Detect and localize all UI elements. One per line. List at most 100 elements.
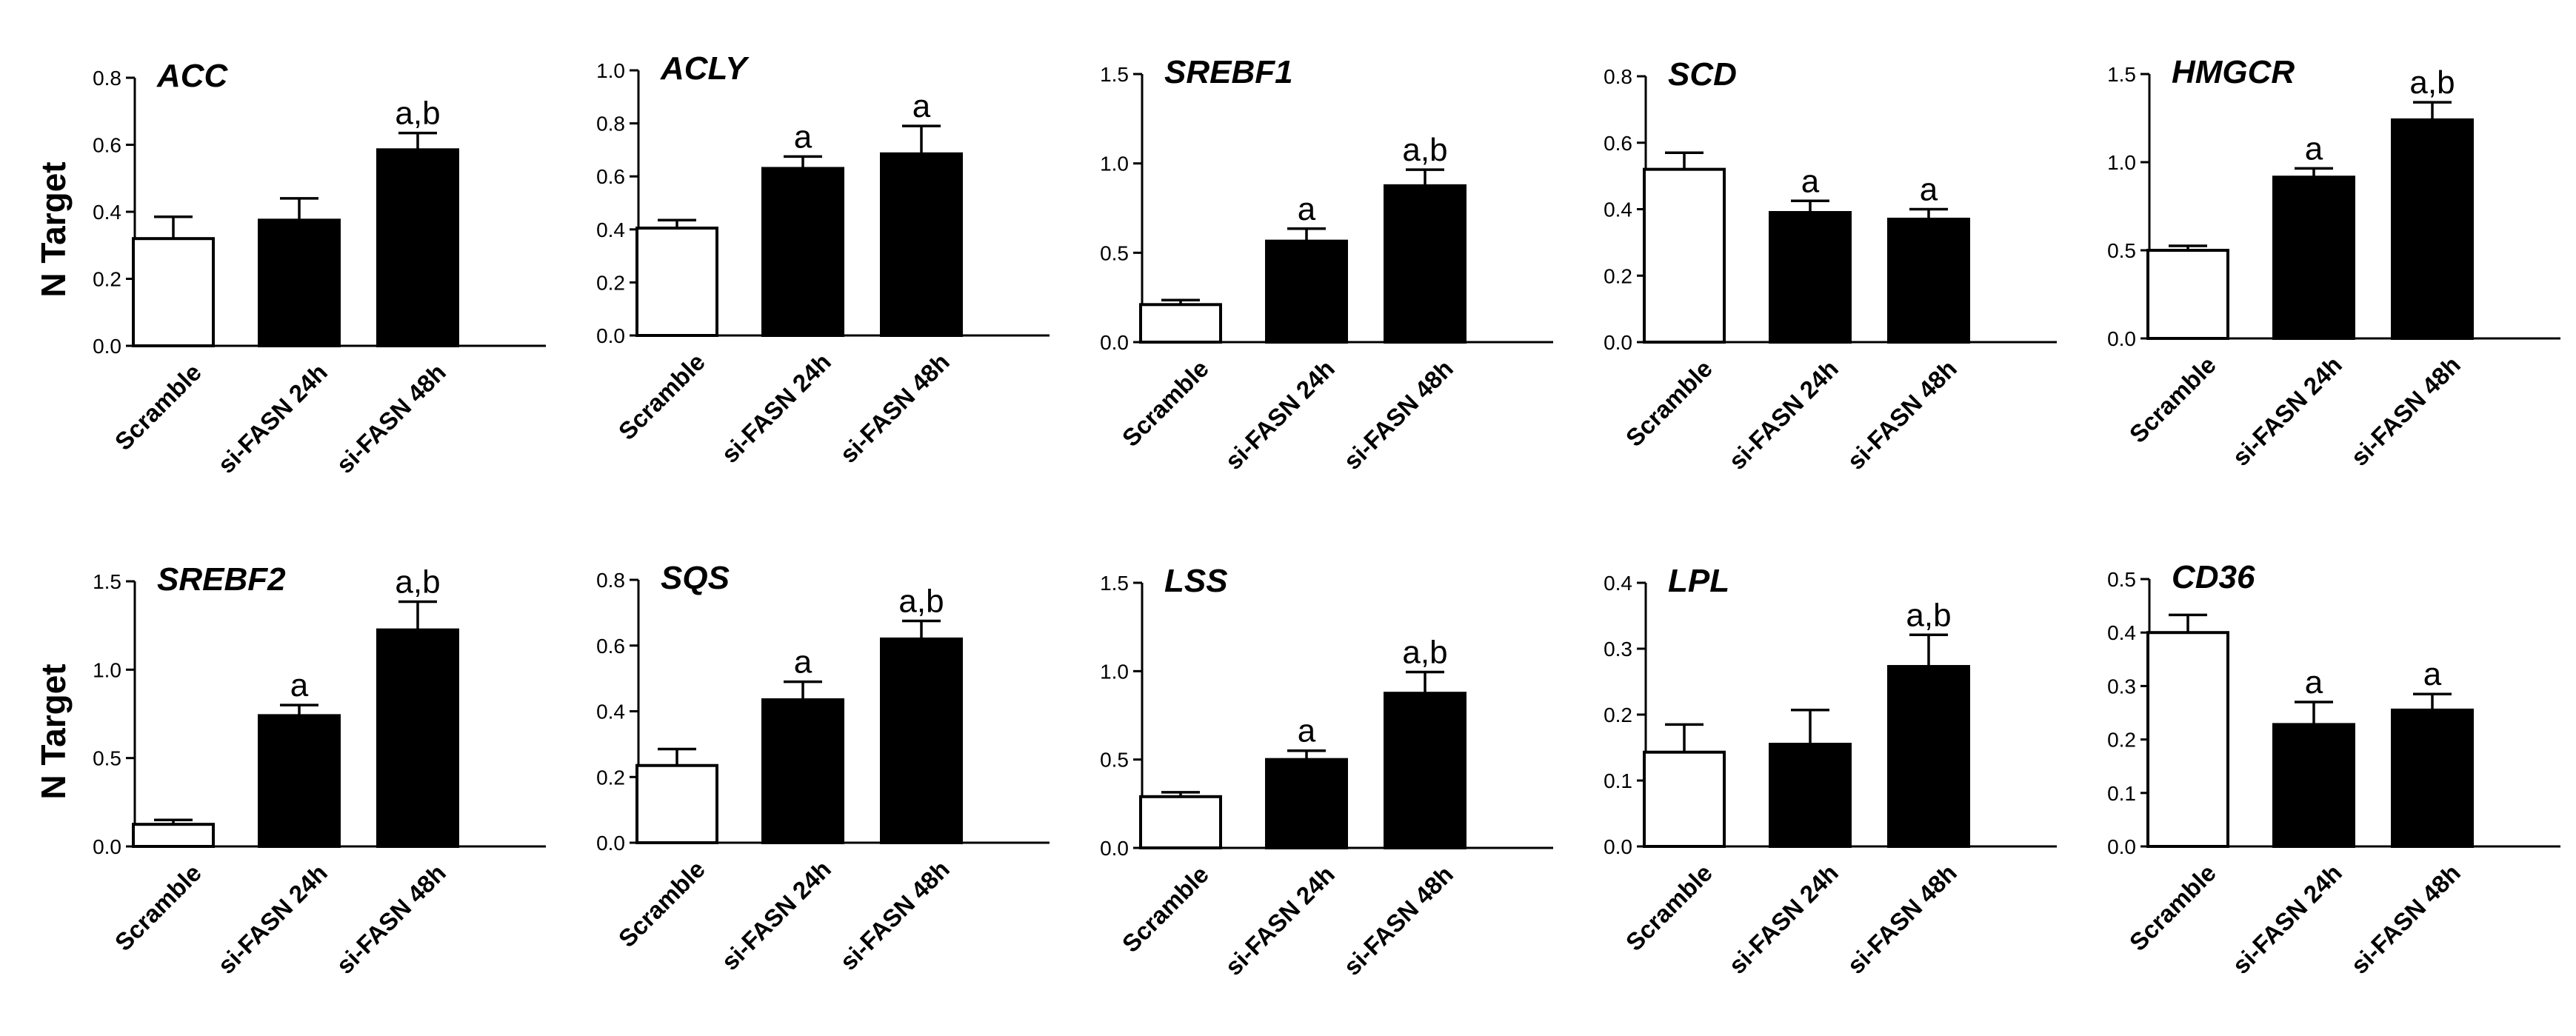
y-tick-label: 0.0	[1100, 331, 1129, 354]
panel-title: CD36	[2172, 559, 2255, 595]
bar-scramble	[132, 823, 215, 848]
panel-sqs: 0.0 0.2 0.4 0.6 0.8 SQS Scramble a si-FASN 24h a,…	[596, 560, 1050, 975]
y-tick-label: 0.5	[1100, 241, 1129, 264]
y-tick-label: 0.0	[2107, 835, 2136, 858]
bar-si-fasn-48h	[376, 148, 459, 347]
significance-label: a	[2305, 664, 2323, 701]
significance-label: a	[1920, 172, 1938, 208]
bar-si-fasn-24h	[1265, 758, 1348, 849]
significance-label: a	[2305, 130, 2323, 167]
significance-label: a,b	[395, 564, 440, 600]
y-axis-label-bottom: N Target	[34, 664, 73, 799]
y-tick-label: 0.6	[596, 635, 625, 658]
y-tick-label: 0.0	[1100, 837, 1129, 860]
bar-scramble	[1643, 750, 1726, 848]
y-tick-label: 0.0	[2107, 327, 2136, 350]
significance-label: a	[290, 667, 309, 704]
category-label: si-FASN 48h	[1842, 859, 1962, 979]
bar-scramble	[1139, 795, 1222, 849]
y-tick-label: 0.3	[1604, 638, 1632, 661]
panel-title: LPL	[1668, 563, 1729, 599]
category-label: Scramble	[1117, 860, 1214, 958]
bar-si-fasn-24h	[258, 714, 341, 848]
bar-si-fasn-24h	[1769, 743, 1852, 848]
bar-si-fasn-48h	[1384, 692, 1466, 850]
category-label: si-FASN 24h	[2227, 351, 2347, 471]
bar-si-fasn-24h	[761, 167, 844, 337]
y-tick-label: 0.0	[93, 835, 121, 858]
y-tick-label: 0.2	[1604, 264, 1632, 287]
category-label: si-FASN 48h	[835, 855, 955, 975]
panel-title: SCD	[1668, 56, 1737, 93]
category-label: Scramble	[613, 855, 710, 952]
significance-label: a,b	[395, 96, 440, 132]
panel-srebf2: 0.0 0.5 1.0 1.5 SREBF2 Scramble a si-FASN 24h a,…	[93, 561, 546, 979]
bar-scramble	[132, 237, 215, 348]
category-label: Scramble	[1117, 355, 1214, 452]
category-label: si-FASN 48h	[835, 348, 955, 468]
panel-title: SQS	[661, 560, 730, 596]
category-label: si-FASN 48h	[2346, 859, 2466, 979]
y-tick-label: 0.8	[1604, 65, 1632, 88]
significance-label: a,b	[1906, 597, 1951, 633]
bar-si-fasn-48h	[2391, 118, 2474, 340]
category-label: si-FASN 48h	[331, 859, 451, 979]
bar-si-fasn-48h	[376, 628, 459, 849]
y-tick-label: 0.1	[2107, 782, 2136, 805]
category-label: si-FASN 24h	[213, 358, 333, 478]
category-label: Scramble	[2124, 351, 2221, 448]
significance-label: a	[1801, 163, 1820, 199]
y-tick-label: 0.5	[2107, 239, 2136, 262]
y-tick-label: 1.0	[1100, 153, 1129, 176]
y-tick-label: 0.5	[93, 747, 121, 770]
panel-title: SREBF1	[1164, 54, 1293, 90]
significance-label: a	[1298, 713, 1316, 749]
panel-srebf1: 0.0 0.5 1.0 1.5 SREBF1 Scramble a si-FASN 24h a,…	[1100, 54, 1553, 475]
y-tick-label: 0.0	[93, 335, 121, 358]
category-label: Scramble	[1621, 355, 1718, 452]
category-label: Scramble	[110, 358, 207, 455]
significance-label: a	[912, 88, 931, 124]
category-label: si-FASN 24h	[716, 855, 836, 975]
category-label: Scramble	[613, 348, 710, 445]
bar-si-fasn-24h	[2272, 176, 2355, 340]
y-tick-label: 1.5	[93, 570, 121, 593]
significance-label: a,b	[898, 583, 944, 619]
y-tick-label: 0.0	[1604, 331, 1632, 354]
category-label: si-FASN 24h	[2227, 859, 2347, 979]
y-tick-label: 0.4	[93, 201, 121, 224]
y-tick-label: 0.0	[596, 832, 625, 855]
bar-scramble	[1139, 303, 1222, 344]
y-tick-label: 0.3	[2107, 675, 2136, 698]
panel-acly: 0.0 0.2 0.4 0.6 0.8 1.0 ACLY Scramble a si-FASN 2…	[596, 50, 1050, 468]
y-tick-label: 0.2	[1604, 704, 1632, 726]
y-tick-label: 0.4	[1604, 572, 1632, 595]
panel-lss: 0.0 0.5 1.0 1.5 LSS Scramble a si-FASN 24h a,b si…	[1100, 563, 1553, 980]
y-tick-label: 1.0	[596, 59, 625, 82]
category-label: si-FASN 24h	[1220, 860, 1340, 980]
significance-label: a,b	[1402, 635, 1447, 671]
category-label: si-FASN 48h	[2346, 351, 2466, 471]
y-tick-label: 0.2	[2107, 729, 2136, 752]
y-tick-label: 0.0	[596, 324, 625, 347]
y-tick-label: 1.5	[1100, 63, 1129, 86]
category-label: Scramble	[110, 859, 207, 956]
y-tick-label: 0.6	[596, 165, 625, 188]
y-tick-label: 0.8	[93, 67, 121, 90]
bar-si-fasn-24h	[1769, 210, 1852, 344]
panel-acc: 0.0 0.2 0.4 0.6 0.8 ACC Scramble si-FASN 24h a,b…	[93, 58, 546, 478]
y-tick-label: 0.4	[2107, 621, 2136, 644]
category-label: si-FASN 48h	[1338, 355, 1458, 475]
category-label: si-FASN 24h	[1220, 355, 1340, 475]
panel-title: LSS	[1164, 563, 1228, 599]
y-tick-label: 0.6	[1604, 132, 1632, 155]
y-tick-label: 0.8	[596, 113, 625, 136]
bar-si-fasn-24h	[2272, 723, 2355, 848]
y-tick-label: 0.2	[596, 766, 625, 789]
y-tick-label: 0.5	[2107, 568, 2136, 591]
significance-label: a	[2423, 656, 2442, 692]
panel-title: SREBF2	[157, 561, 286, 598]
bar-scramble	[1643, 167, 1726, 344]
panel-cd36: 0.0 0.1 0.2 0.3 0.4 0.5 CD36 Scramble a si-FASN 2…	[2107, 559, 2560, 979]
